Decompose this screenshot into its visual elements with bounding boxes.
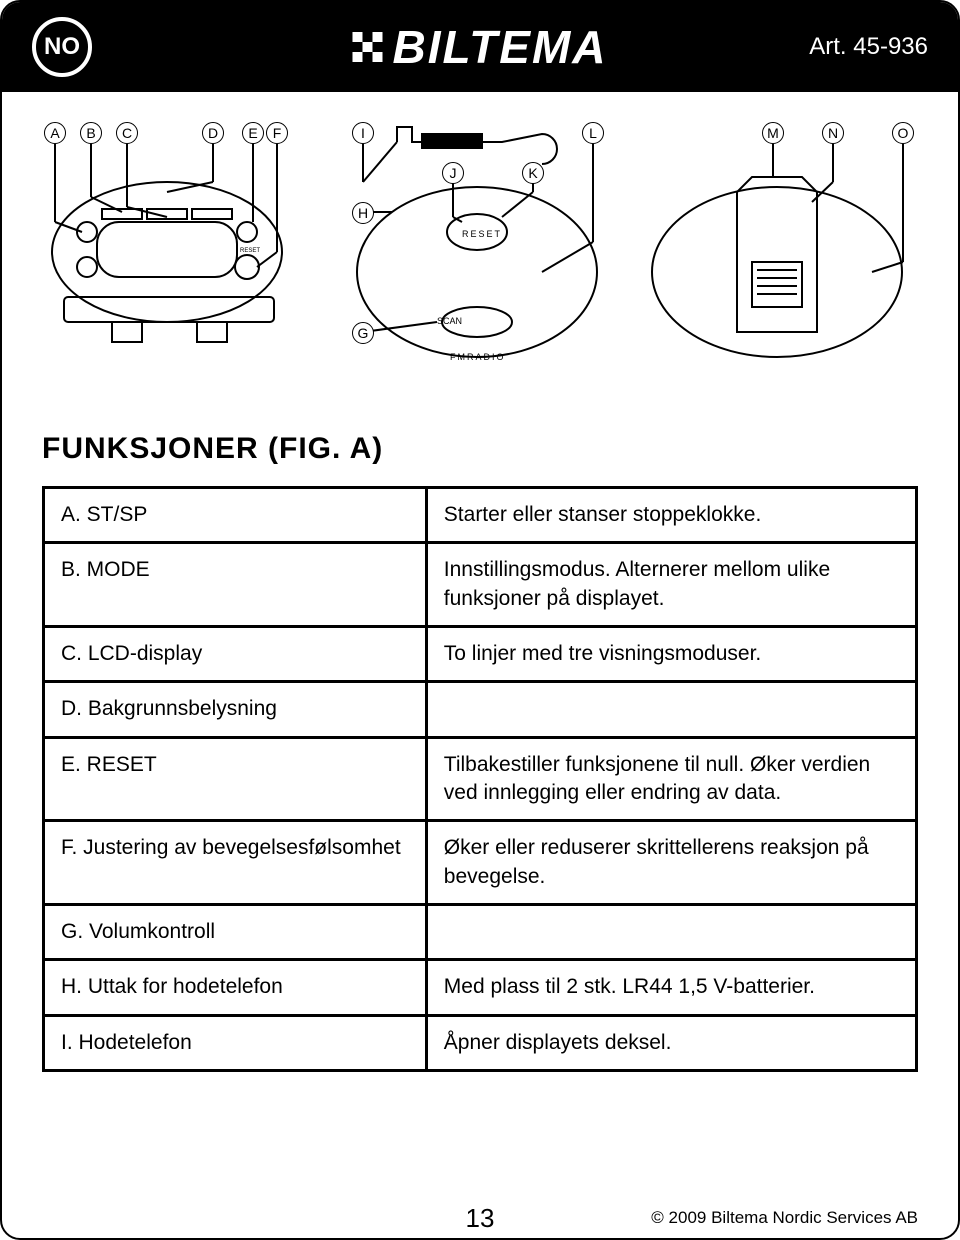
checker-icon <box>352 32 382 62</box>
table-row: F. Justering av bevegelsesfølsomhet Øker… <box>45 822 915 906</box>
callout-i: I <box>352 122 374 144</box>
reset-label: RESET <box>462 229 502 239</box>
func-desc: Øker eller reduserer skrittellerens reak… <box>428 822 915 903</box>
device-drawings: RESET RESET S <box>42 122 922 402</box>
func-label: A. ST/SP <box>45 489 428 541</box>
reset-label-small: RESET <box>240 248 260 254</box>
callout-j: J <box>442 162 464 184</box>
table-row: H. Uttak for hodetelefon Med plass til 2… <box>45 961 915 1016</box>
brand-text: BILTEMA <box>392 20 607 74</box>
func-desc <box>428 683 915 735</box>
callout-o: O <box>892 122 914 144</box>
callout-k: K <box>522 162 544 184</box>
callout-f: F <box>266 122 288 144</box>
func-desc: Starter eller stanser stoppeklokke. <box>428 489 915 541</box>
func-desc: Med plass til 2 stk. LR44 1,5 V-batterie… <box>428 961 915 1013</box>
table-row: G. Volumkontroll <box>45 906 915 961</box>
callout-e: E <box>242 122 264 144</box>
func-desc: To linjer med tre visningsmoduser. <box>428 628 915 680</box>
func-desc: Åpner displayets deksel. <box>428 1017 915 1069</box>
page-number: 13 <box>466 1203 495 1234</box>
callout-d: D <box>202 122 224 144</box>
func-label: B. MODE <box>45 544 428 625</box>
callout-a: A <box>44 122 66 144</box>
table-row: D. Bakgrunnsbelysning <box>45 683 915 738</box>
content-area: RESET RESET S <box>2 92 958 1072</box>
func-label: F. Justering av bevegelsesfølsomhet <box>45 822 428 903</box>
func-label: E. RESET <box>45 739 428 820</box>
func-label: D. Bakgrunnsbelysning <box>45 683 428 735</box>
table-row: A. ST/SP Starter eller stanser stoppeklo… <box>45 489 915 544</box>
func-desc: Innstillingsmodus. Alternerer mellom uli… <box>428 544 915 625</box>
func-label: G. Volumkontroll <box>45 906 428 958</box>
func-label: I. Hodetelefon <box>45 1017 428 1069</box>
figure-a-diagram: RESET RESET S <box>42 122 918 402</box>
func-desc: Tilbakestiller funksjonene til null. Øke… <box>428 739 915 820</box>
scan-label: SCAN <box>437 316 462 326</box>
callout-h: H <box>352 202 374 224</box>
callout-b: B <box>80 122 102 144</box>
table-row: I. Hodetelefon Åpner displayets deksel. <box>45 1017 915 1069</box>
callout-l: L <box>582 122 604 144</box>
country-badge: NO <box>32 17 92 77</box>
section-title: FUNKSJONER (FIG. A) <box>42 432 918 466</box>
func-desc <box>428 906 915 958</box>
fmradio-label: FMRADIO <box>450 352 506 362</box>
table-row: E. RESET Tilbakestiller funksjonene til … <box>45 739 915 823</box>
article-number: Art. 45-936 <box>809 33 928 61</box>
callout-m: M <box>762 122 784 144</box>
header-bar: NO BILTEMA Art. 45-936 <box>2 2 958 92</box>
callout-g: G <box>352 322 374 344</box>
manual-page: NO BILTEMA Art. 45-936 <box>0 0 960 1240</box>
callout-n: N <box>822 122 844 144</box>
copyright: © 2009 Biltema Nordic Services AB <box>651 1208 918 1228</box>
func-label: C. LCD-display <box>45 628 428 680</box>
callout-c: C <box>116 122 138 144</box>
table-row: B. MODE Innstillingsmodus. Alternerer me… <box>45 544 915 628</box>
functions-table: A. ST/SP Starter eller stanser stoppeklo… <box>42 486 918 1072</box>
brand-logo: BILTEMA <box>352 20 607 74</box>
func-label: H. Uttak for hodetelefon <box>45 961 428 1013</box>
table-row: C. LCD-display To linjer med tre visning… <box>45 628 915 683</box>
